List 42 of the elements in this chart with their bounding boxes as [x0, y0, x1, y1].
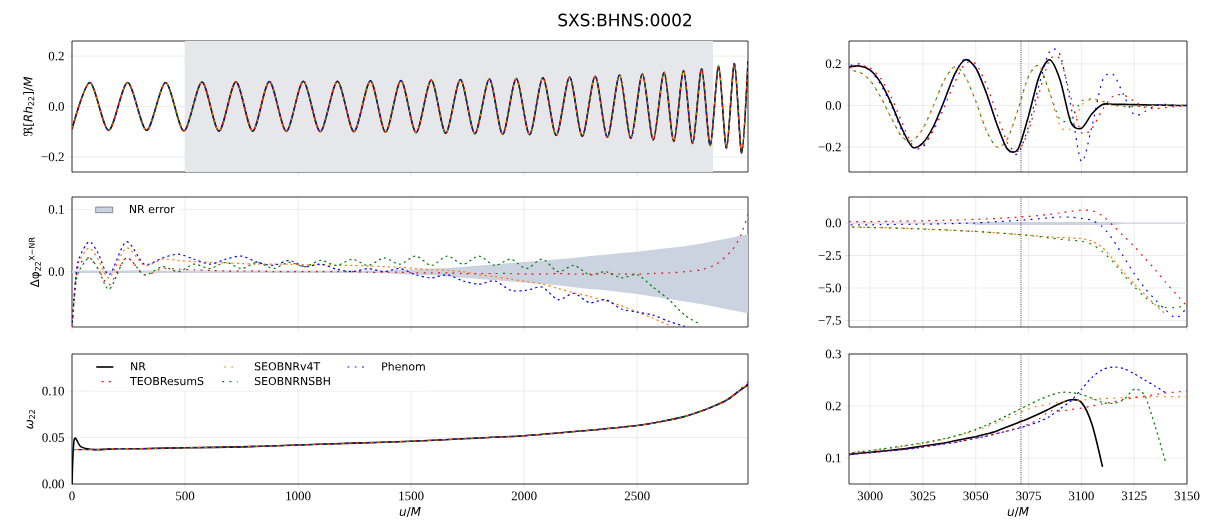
legend-label: Phenom: [382, 362, 425, 371]
legend-label: SEOBNRv4T: [254, 362, 321, 371]
y-tick-label: 0.0: [48, 102, 64, 111]
y-tick-label: −2.5: [818, 251, 841, 260]
x-tick-label: 0: [69, 491, 75, 501]
x-tick-label: 3100: [1069, 491, 1094, 501]
y-tick-label: 0.1: [48, 205, 64, 214]
y-tick-label: −0.2: [41, 152, 64, 162]
x-axis-title: u/M: [399, 507, 421, 517]
y-axis-title: ℜ[Rh$_{22}$]/M: [23, 76, 35, 136]
y-tick-label: 0.0: [48, 267, 64, 277]
chart-title: SXS:BHNS:0002: [558, 13, 692, 27]
x-tick-label: 2500: [624, 491, 650, 501]
y-tick-label: 0.0: [825, 101, 841, 110]
x-tick-label: 3000: [857, 491, 883, 501]
x-tick-label: 2000: [511, 491, 537, 501]
x-tick-label: 500: [176, 491, 195, 501]
y-tick-label: 0.00: [42, 479, 64, 489]
legend-label: SEOBNRNSBH: [254, 376, 330, 386]
y-tick-label: 0.2: [48, 51, 64, 61]
x-tick-label: 3075: [1016, 491, 1042, 501]
y-tick-label: −7.5: [818, 316, 841, 325]
y-tick-label: 0.2: [825, 59, 841, 69]
x-axis-title: u/M: [1007, 507, 1029, 517]
x-tick-label: 3025: [910, 491, 936, 501]
y-tick-label: −5.0: [818, 283, 841, 293]
y-tick-label: 0.05: [42, 433, 64, 442]
legend-label: NR error: [129, 205, 175, 214]
x-tick-label: 3150: [1174, 491, 1200, 501]
y-tick-label: 0.0: [825, 218, 841, 228]
legend-label: NR: [131, 362, 146, 371]
legend-label: TEOBResumS: [130, 376, 204, 386]
x-tick-label: 3125: [1121, 491, 1147, 501]
x-tick-label: 1000: [286, 491, 311, 501]
y-tick-label: 0.3: [825, 349, 841, 359]
y-tick-label: 0.10: [42, 386, 64, 396]
x-tick-label: 3050: [963, 491, 989, 501]
y-tick-label: 0.1: [825, 453, 841, 463]
y-tick-label: 0.2: [825, 401, 841, 411]
y-tick-label: −0.2: [818, 142, 841, 152]
y-axis-title: ω$_{22}$: [26, 409, 35, 429]
x-tick-label: 1500: [399, 491, 424, 501]
